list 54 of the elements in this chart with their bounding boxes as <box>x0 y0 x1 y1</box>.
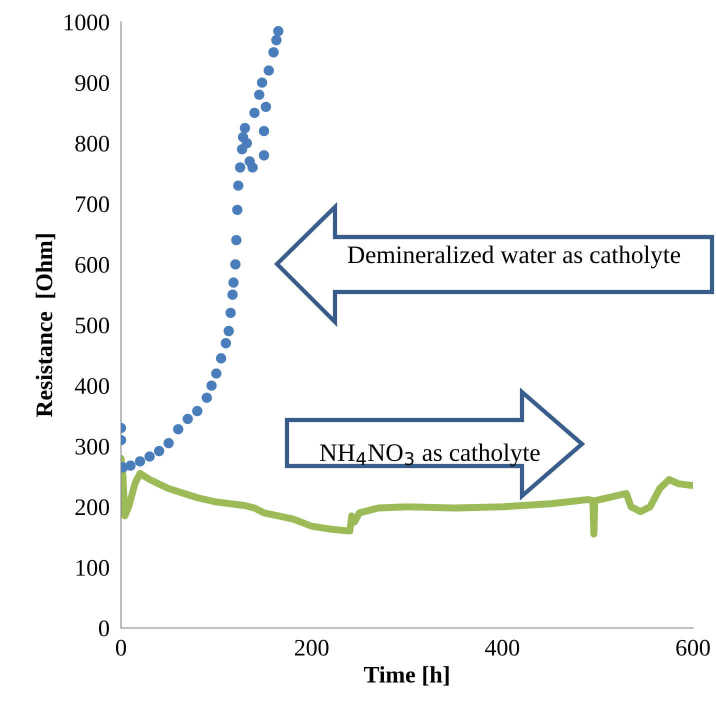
point <box>247 162 258 173</box>
point <box>254 90 264 100</box>
point <box>240 122 250 134</box>
y-tick-label: 1000 <box>64 14 109 30</box>
x-tick-label: 600 <box>676 640 710 656</box>
point <box>164 438 174 448</box>
point <box>220 338 232 348</box>
point <box>242 138 252 148</box>
y-tick-label: 800 <box>75 136 109 152</box>
x-axis-title: Time [h] <box>364 666 449 686</box>
y-tick-label: 700 <box>76 196 109 212</box>
point <box>225 308 236 318</box>
point <box>273 26 284 36</box>
point <box>235 162 246 173</box>
point <box>232 204 242 216</box>
point <box>268 47 279 58</box>
y-tick-label: 300 <box>76 438 109 455</box>
x-tick-label: 400 <box>485 640 520 656</box>
point <box>258 126 270 136</box>
point <box>233 180 244 191</box>
y-axis-title: Resistance [Ohm] <box>36 234 56 418</box>
annotation: Demineralized water as catholyte <box>348 246 680 268</box>
point <box>260 102 272 112</box>
x-tick-label: 0 <box>116 640 126 656</box>
y-tick-label: 0 <box>98 620 109 636</box>
point <box>202 392 212 403</box>
point <box>230 259 241 270</box>
point <box>224 326 234 336</box>
point <box>249 108 260 118</box>
point <box>211 368 222 379</box>
point <box>256 77 268 88</box>
point <box>206 380 217 391</box>
point <box>154 446 164 456</box>
point <box>264 65 274 76</box>
point <box>173 424 184 434</box>
annotation: NH$_{4}$NO$_{3}$ as catholyte <box>320 444 540 466</box>
point <box>144 451 155 462</box>
y-tick-label: 600 <box>75 256 109 273</box>
point <box>182 414 193 424</box>
y-tick-label: 400 <box>74 378 109 394</box>
y-tick-label: 900 <box>75 75 109 92</box>
point <box>192 406 202 416</box>
y-tick-label: 500 <box>76 317 109 334</box>
y-tick-label: 100 <box>76 560 109 576</box>
point <box>258 150 270 160</box>
point <box>216 353 226 364</box>
point <box>227 290 238 300</box>
x-tick-label: 200 <box>294 640 328 656</box>
point <box>134 456 146 466</box>
point <box>271 35 282 46</box>
y-tick-label: 200 <box>76 499 109 516</box>
point <box>228 277 239 288</box>
point <box>231 235 242 246</box>
point <box>125 460 136 471</box>
